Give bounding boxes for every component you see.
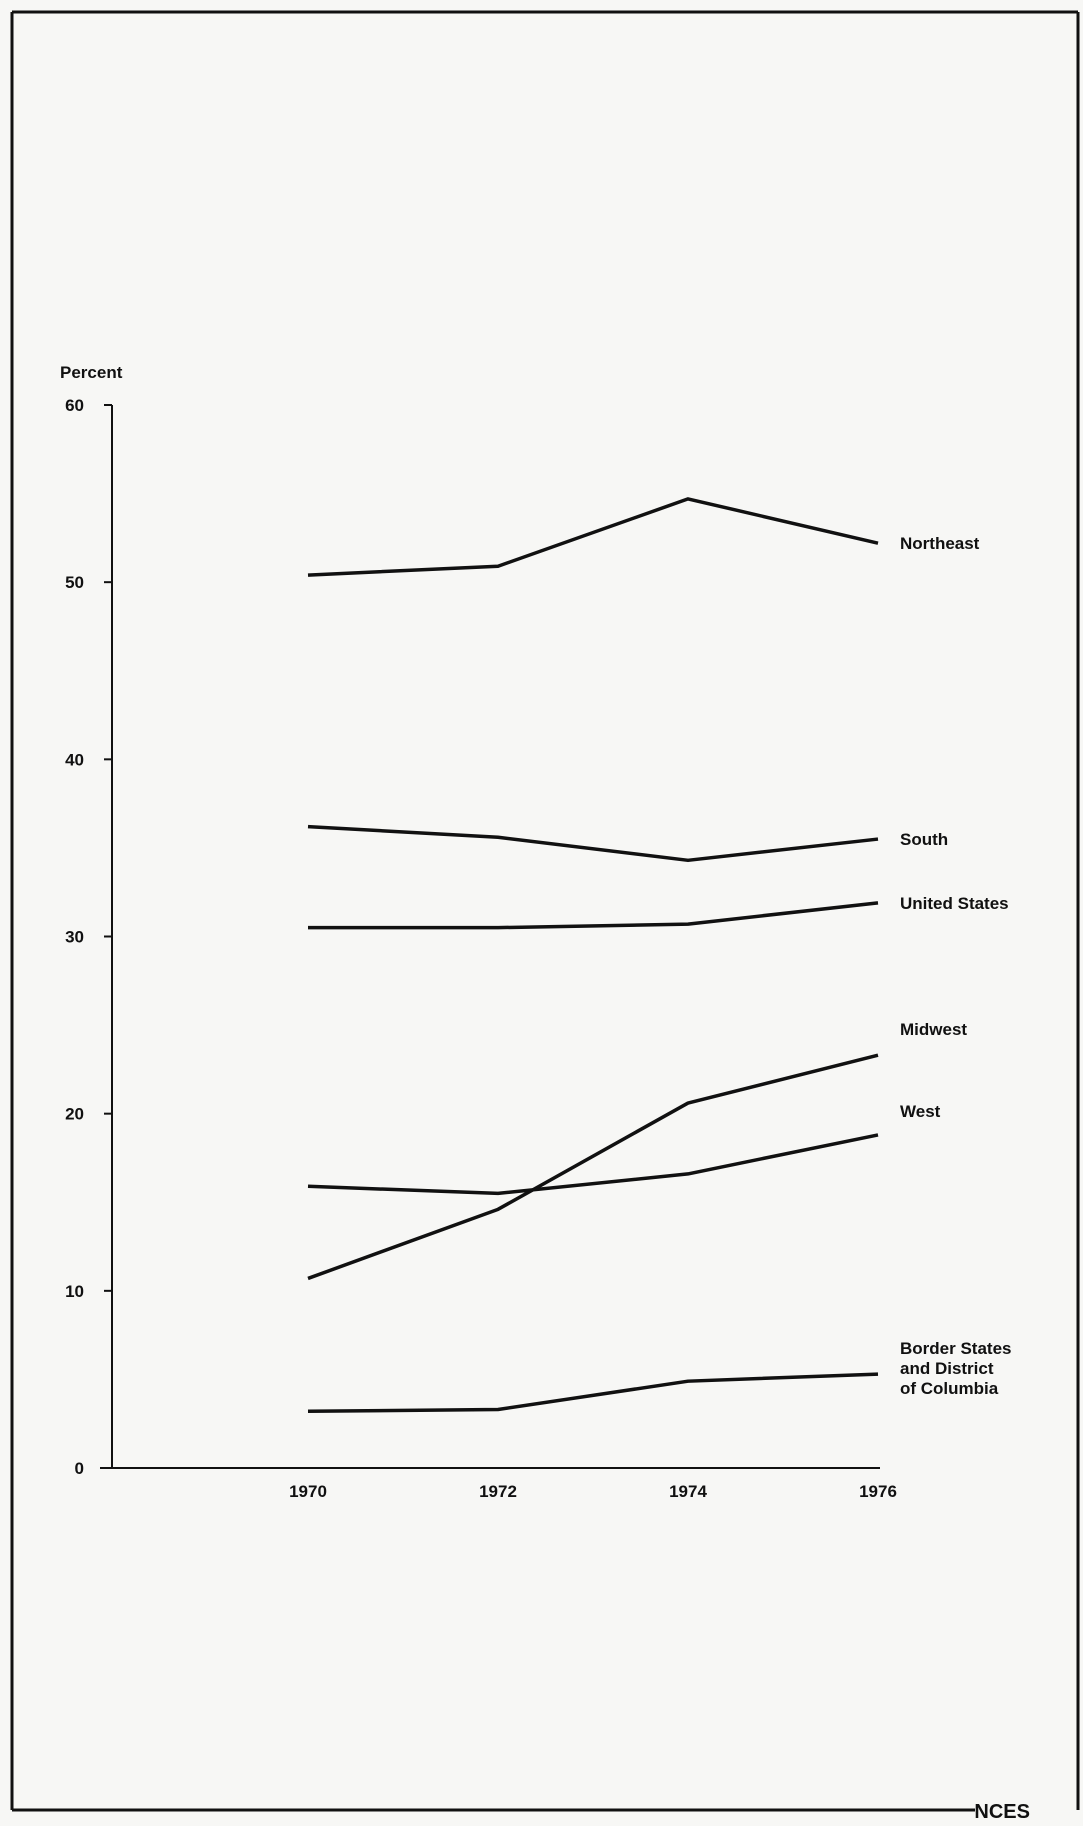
y-axis-label: Percent: [60, 363, 123, 382]
series-line-1: [307, 497, 879, 577]
series-label: South: [900, 830, 948, 849]
y-tick-label: 0: [75, 1459, 84, 1478]
series-label: Northeast: [900, 534, 980, 553]
series-line-5: [307, 1133, 879, 1196]
x-tick-label: 1974: [669, 1482, 707, 1501]
y-tick-label: 50: [65, 573, 84, 592]
series-line-4: [307, 1053, 879, 1281]
series-label: Midwest: [900, 1020, 967, 1039]
series-line-3: [308, 901, 879, 930]
series-label: United States: [900, 894, 1009, 913]
series-labels: Northeast South United States Midwest West Bo…: [900, 534, 1011, 1398]
x-tick-label: 1970: [289, 1482, 327, 1501]
y-tick-label: 40: [65, 750, 84, 769]
x-ticks: 1970 1972 1974 1976: [289, 1482, 897, 1501]
y-tick-label: 20: [65, 1105, 84, 1124]
x-tick-label: 1976: [859, 1482, 897, 1501]
series-label: West: [900, 1102, 941, 1121]
y-tick-label: 30: [65, 928, 84, 947]
series-line-2: [307, 824, 879, 863]
series-line-6: [307, 1372, 879, 1414]
series-lines: [307, 497, 879, 1414]
series-label: Border States and District of Columbia: [900, 1339, 1011, 1398]
x-tick-label: 1972: [479, 1482, 517, 1501]
y-ticks: 0 10 20 30 40 50 60: [65, 396, 112, 1478]
y-tick-label: 60: [65, 396, 84, 415]
footer-label: NCES: [974, 1801, 1030, 1823]
y-tick-label: 10: [65, 1282, 84, 1301]
